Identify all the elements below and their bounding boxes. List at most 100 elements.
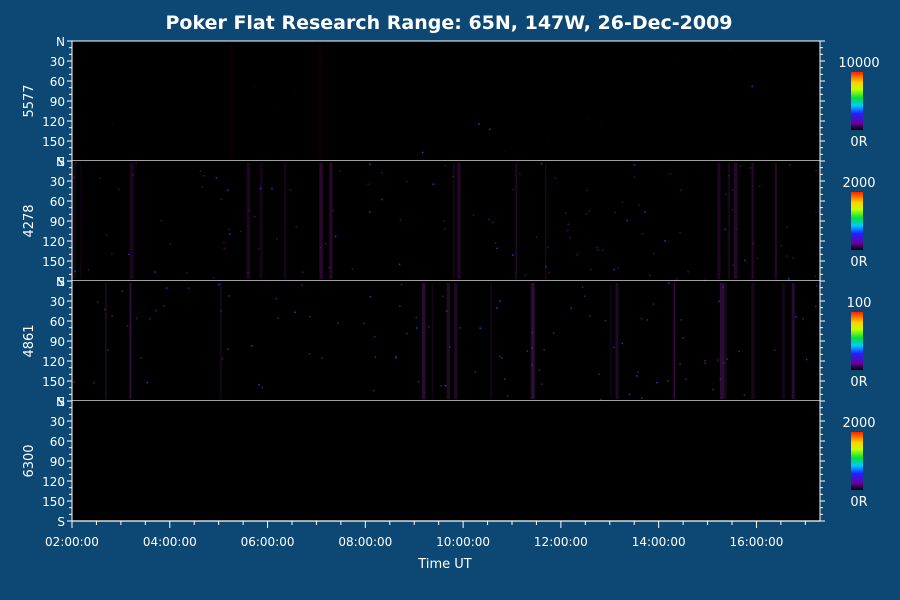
emission-streak [774, 163, 777, 279]
emission-speck [512, 254, 514, 256]
emission-speck [749, 167, 751, 169]
emission-streak [751, 163, 754, 279]
y-tick-label: S [57, 275, 65, 289]
emission-speck [99, 177, 102, 179]
colorbar-max-label: 2000 [842, 416, 875, 431]
emission-speck [452, 175, 454, 178]
emission-speck [443, 220, 446, 222]
emission-speck [598, 373, 600, 376]
emission-speck [728, 174, 730, 177]
emission-speck [227, 348, 229, 350]
emission-speck [369, 163, 371, 166]
emission-speck [155, 309, 157, 312]
y-tick-label: 90 [50, 95, 65, 109]
emission-speck [617, 267, 619, 269]
emission-speck [221, 357, 224, 360]
emission-speck [478, 123, 480, 125]
emission-speck [93, 381, 95, 384]
colorbar-max-label: 2000 [842, 176, 875, 191]
emission-speck [731, 208, 734, 211]
emission-streak [733, 163, 738, 279]
emission-speck [726, 358, 728, 360]
emission-speck [474, 371, 477, 373]
emission-speck [628, 393, 631, 396]
emission-speck [815, 211, 817, 214]
emission-speck [664, 240, 666, 242]
emission-streak [72, 43, 76, 159]
emission-streak [791, 283, 795, 399]
emission-speck [815, 305, 817, 308]
emission-speck [538, 369, 541, 371]
emission-speck [805, 358, 808, 361]
emission-speck [324, 242, 327, 245]
emission-speck [135, 317, 138, 320]
emission-speck [649, 274, 651, 276]
emission-speck [253, 85, 255, 88]
emission-speck [96, 301, 99, 304]
emission-streak [610, 283, 612, 399]
emission-speck [501, 357, 503, 359]
emission-speck [644, 211, 646, 213]
emission-speck [675, 55, 678, 58]
y-tick-label: 60 [50, 435, 65, 449]
chart-title: Poker Flat Research Range: 65N, 147W, 26… [165, 12, 732, 34]
emission-speck [135, 162, 137, 164]
emission-speck [791, 257, 794, 259]
emission-speck [519, 173, 521, 175]
emission-speck [320, 59, 322, 61]
emission-speck [652, 303, 655, 305]
y-tick-label: 30 [50, 175, 65, 189]
emission-speck [334, 235, 337, 238]
emission-streak [673, 283, 676, 399]
emission-speck [548, 271, 550, 274]
emission-speck [339, 170, 342, 172]
emission-speck [569, 236, 571, 239]
emission-speck [132, 174, 134, 176]
emission-speck [363, 322, 365, 325]
emission-speck [111, 315, 113, 317]
emission-speck [541, 383, 543, 385]
emission-speck [381, 198, 383, 201]
emission-speck [621, 342, 624, 345]
emission-speck [105, 234, 108, 237]
colorbar-min-label: 0R [850, 375, 867, 390]
emission-speck [814, 275, 817, 277]
emission-speck [587, 118, 589, 120]
emission-speck [524, 274, 527, 276]
y-tick-label: 120 [42, 355, 65, 369]
emission-speck [308, 353, 311, 355]
emission-speck [259, 187, 262, 190]
emission-speck [633, 176, 636, 178]
emission-speck [802, 317, 804, 320]
y-tick-label: 150 [42, 135, 65, 149]
y-tick-label: S [57, 395, 65, 409]
emission-streak [490, 283, 492, 399]
emission-speck [752, 242, 755, 245]
emission-speck [220, 198, 223, 200]
emission-speck [322, 141, 325, 143]
emission-speck [276, 108, 279, 110]
x-tick-label: 04:00:00 [143, 535, 197, 549]
emission-speck [488, 218, 490, 221]
emission-streak [318, 43, 322, 159]
emission-speck [786, 226, 788, 229]
emission-speck [567, 229, 569, 232]
emission-speck [547, 139, 550, 141]
x-tick-label: 08:00:00 [338, 535, 392, 549]
emission-streak [458, 163, 461, 279]
emission-speck [680, 189, 682, 192]
emission-speck [773, 349, 776, 351]
emission-speck [679, 232, 681, 234]
emission-streak [452, 163, 455, 279]
emission-streak [105, 283, 107, 399]
colorbar [851, 72, 863, 130]
emission-speck [201, 186, 203, 188]
emission-speck [75, 161, 77, 164]
colorbar [851, 432, 863, 490]
emission-speck [728, 48, 731, 50]
emission-speck [332, 209, 334, 212]
emission-speck [406, 332, 408, 335]
emission-speck [301, 284, 303, 286]
emission-speck [276, 238, 278, 241]
emission-speck [337, 322, 339, 324]
